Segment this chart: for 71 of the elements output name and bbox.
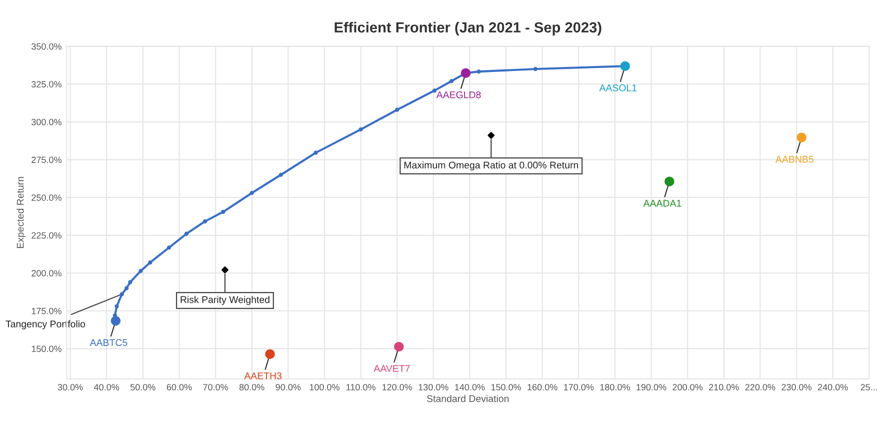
x-tick-label: 90.0% <box>276 384 301 390</box>
point <box>138 268 143 274</box>
annotation: Tangency Portfolio <box>6 320 86 330</box>
series-label: AAETH3 <box>244 372 282 380</box>
x-tick-label: 80.0% <box>239 384 264 390</box>
x-tick-label: 30.0% <box>58 384 83 390</box>
x-tick-label: 150.0% <box>491 384 521 390</box>
y-tick-label: 225.0% <box>32 232 62 239</box>
y-tick-label: 175.0% <box>32 308 62 314</box>
point <box>221 210 226 214</box>
y-tick-label: 350.0% <box>32 43 62 50</box>
point <box>184 232 189 236</box>
point <box>166 245 172 250</box>
y-axis-title: Expected Return <box>16 177 26 248</box>
point <box>128 280 132 284</box>
series-label: AAADA1 <box>643 200 682 207</box>
series-label: AAEGLD8 <box>436 91 481 98</box>
annotation: Maximum Omega Ratio at 0.00% Return <box>404 161 578 170</box>
y-tick-label: 325.0% <box>32 81 62 88</box>
x-axis-title: Standard Deviation <box>426 394 509 402</box>
annotation: Risk Parity Weighted <box>180 296 270 305</box>
chart-title: Efficient Frontier (Jan 2021 - Sep 2023) <box>334 22 602 36</box>
point <box>278 172 283 177</box>
point <box>460 68 471 78</box>
point <box>124 286 129 290</box>
point <box>533 66 538 72</box>
x-tick-label: 230.0% <box>782 384 812 390</box>
point <box>110 316 121 326</box>
x-tick-label: 170.0% <box>564 384 594 390</box>
x-tick-label: 100.0% <box>310 384 340 390</box>
series-label: AABNB5 <box>775 156 814 163</box>
x-tick-label: 220.0% <box>745 384 776 390</box>
point <box>148 260 152 265</box>
x-tick-label: 190.0% <box>636 384 666 390</box>
point <box>202 219 208 224</box>
x-tick-label: 70.0% <box>203 384 228 390</box>
x-tick-label: 160.0% <box>528 384 558 390</box>
point <box>394 342 404 352</box>
point <box>394 108 400 112</box>
point <box>476 69 481 74</box>
y-tick-label: 250.0% <box>32 194 62 201</box>
point <box>449 78 454 84</box>
series-label: AAVET7 <box>374 365 410 372</box>
point <box>120 292 124 296</box>
point <box>796 132 806 142</box>
x-tick-label: 240.0% <box>818 384 848 390</box>
point <box>314 150 318 155</box>
x-tick-label: 180.0% <box>600 384 630 390</box>
series-label: AABTC5 <box>90 339 128 346</box>
x-tick-label: 60.0% <box>166 384 192 390</box>
x-tick-label: 110.0% <box>346 384 376 390</box>
point <box>114 304 119 308</box>
y-tick-label: 275.0% <box>32 156 62 164</box>
y-tick-label: 300.0% <box>32 118 62 126</box>
x-tick-label: 50.0% <box>130 384 156 390</box>
x-tick-label: 210.0% <box>709 384 739 390</box>
point <box>250 190 254 196</box>
point <box>620 61 630 71</box>
point <box>265 349 275 359</box>
y-tick-label: 200.0% <box>32 270 62 276</box>
x-tick-label: 130.0% <box>418 384 448 390</box>
x-tick-label: 120.0% <box>382 384 412 390</box>
x-tick-label: 25... <box>860 384 877 390</box>
point <box>432 88 437 93</box>
point <box>664 176 674 186</box>
point <box>358 127 363 132</box>
x-tick-label: 40.0% <box>94 384 120 390</box>
x-tick-label: 200.0% <box>672 384 703 390</box>
y-tick-label: 150.0% <box>32 346 62 352</box>
series-label: AASOL1 <box>599 84 637 92</box>
x-tick-label: 140.0% <box>455 384 485 390</box>
